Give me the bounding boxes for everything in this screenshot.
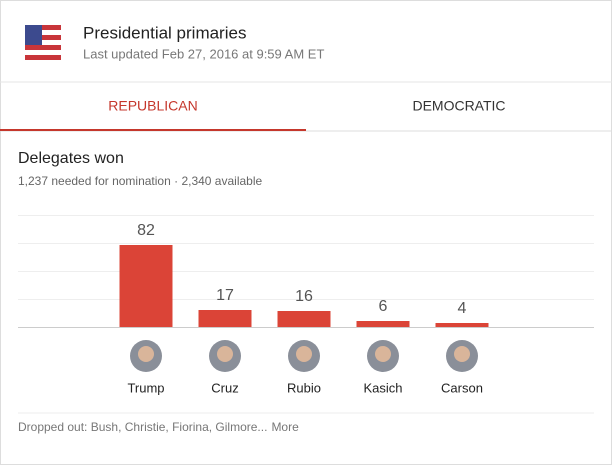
dropped-out: Dropped out: Bush, Christie, Fiorina, Gi… [18,420,267,434]
chart: 82 Trump 17 Cruz 16 Rubio 6 Kasich 4 Carson [18,215,594,395]
value-label: 6 [379,298,388,315]
flag [25,25,61,61]
candidate-name: Trump [127,380,164,395]
candidate-name: Rubio [287,380,321,395]
avatar-face [217,346,233,362]
title: Presidential primaries [83,23,246,42]
bar [356,321,410,327]
candidate-name: Carson [441,380,483,395]
bar [277,311,331,327]
avatar-face [138,346,154,362]
candidate-name: Cruz [211,380,238,395]
tab-indicator [0,129,306,131]
candidate-name: Kasich [363,380,402,395]
section-title: Delegates won [18,150,124,167]
value-label: 17 [216,287,234,304]
avatar-face [454,346,470,362]
bar [198,310,252,327]
value-label: 16 [295,288,313,305]
avatar-face [296,346,312,362]
avatar-face [375,346,391,362]
section-subtitle: 1,237 needed for nomination · 2,340 avai… [18,174,263,188]
tab[interactable]: REPUBLICAN [108,98,197,114]
bar [435,323,489,327]
value-label: 82 [137,222,155,239]
value-label: 4 [458,300,467,317]
more-link[interactable]: More [271,420,299,434]
tab[interactable]: DEMOCRATIC [412,98,505,114]
updated: Last updated Feb 27, 2016 at 9:59 AM ET [83,46,324,61]
bar [119,245,173,327]
